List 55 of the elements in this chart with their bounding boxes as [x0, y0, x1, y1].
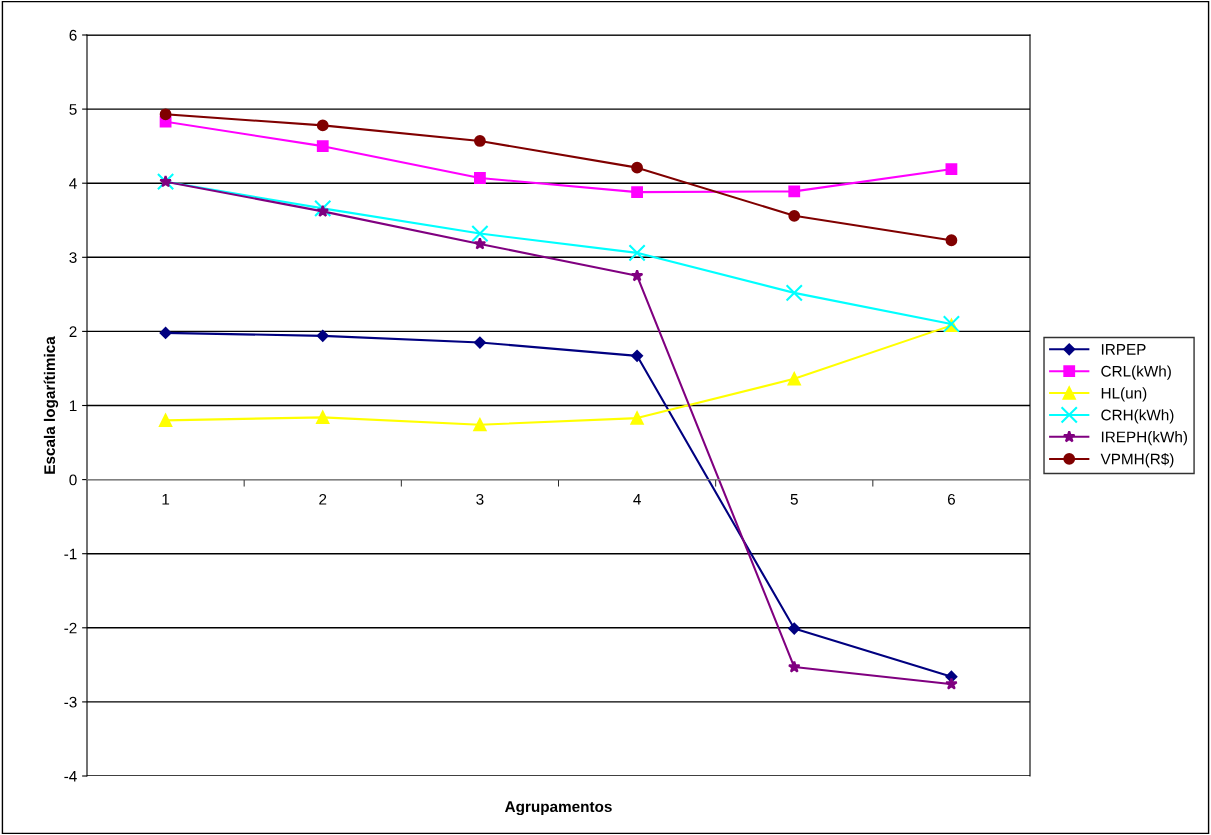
point	[471, 224, 489, 243]
point	[316, 140, 329, 153]
point	[473, 336, 486, 349]
y-tick-label: 1	[69, 400, 77, 412]
x-axis-title: Agrupamentos	[504, 801, 612, 816]
point	[159, 326, 172, 339]
point	[158, 413, 173, 427]
point	[628, 244, 646, 262]
y-tick-label: 4	[69, 178, 77, 189]
y-tick-label: -1	[64, 548, 77, 560]
x-tick-label: 6	[947, 493, 955, 505]
point	[945, 234, 958, 247]
x-tick-label: 2	[319, 493, 327, 505]
y-axis-title: Escala logarítimica	[43, 336, 59, 474]
x-tick-label: 5	[790, 494, 798, 505]
y-tick-label: 6	[69, 29, 77, 41]
point	[631, 161, 643, 174]
point	[316, 119, 329, 132]
y-tick-label: 5	[69, 104, 77, 115]
x-tick-label: 1	[162, 494, 170, 505]
x-tick-label: 4	[633, 494, 641, 505]
legend-label: CRH(kWh)	[1101, 409, 1174, 424]
point	[788, 622, 801, 635]
point	[316, 410, 330, 424]
point	[474, 172, 486, 184]
point	[788, 209, 801, 222]
point	[945, 677, 958, 690]
point	[630, 411, 644, 425]
y-tick-label: -2	[64, 622, 77, 634]
point	[474, 135, 486, 147]
point	[785, 284, 803, 302]
legend-label: IREPH(kWh)	[1101, 431, 1188, 446]
point	[316, 204, 330, 217]
point	[631, 186, 643, 198]
point	[631, 349, 644, 362]
y-tick-label: -4	[64, 771, 77, 782]
point	[314, 199, 332, 218]
y-tick-label: 2	[69, 326, 77, 337]
x-tick-label: 3	[476, 493, 484, 505]
legend-label: VPMH(R$)	[1100, 452, 1174, 468]
y-tick-label: 0	[69, 474, 77, 486]
point	[316, 329, 329, 342]
point	[159, 108, 172, 121]
legend-label: CRL(kWh)	[1101, 365, 1171, 380]
legend-label: HL(un)	[1101, 387, 1147, 402]
legend-label: IRPEP	[1101, 344, 1146, 355]
point	[945, 163, 958, 176]
y-tick-label: 3	[69, 252, 77, 263]
point	[787, 372, 801, 386]
point	[787, 660, 801, 673]
y-tick-label: -3	[64, 696, 77, 708]
point	[473, 237, 487, 250]
point	[788, 185, 801, 198]
point	[473, 418, 487, 432]
point	[630, 269, 644, 282]
